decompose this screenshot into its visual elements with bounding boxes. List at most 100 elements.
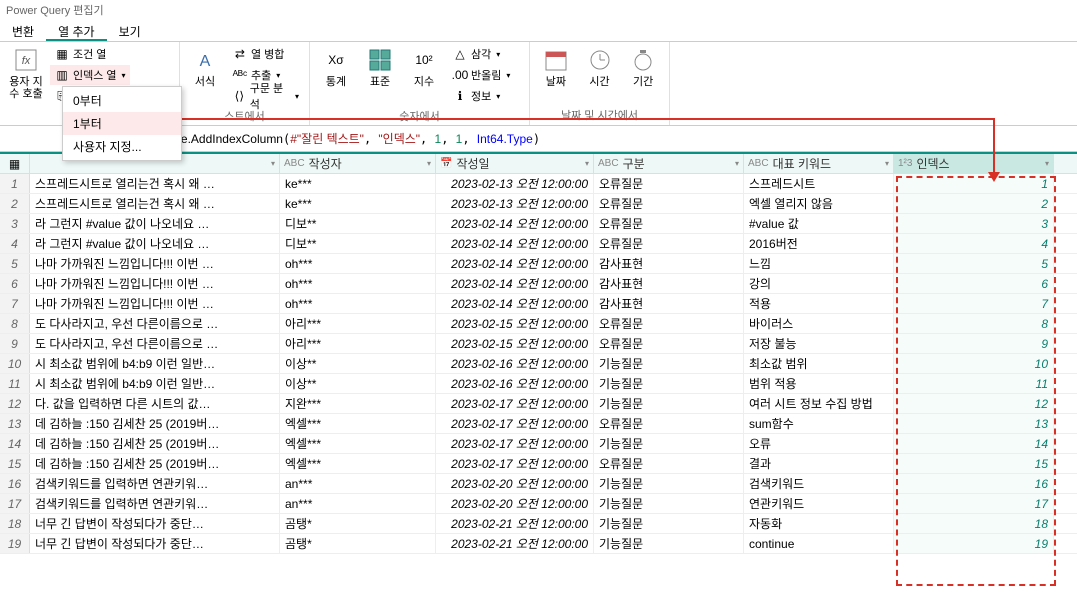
- cell-keyword[interactable]: #value 값: [744, 214, 894, 233]
- filter-icon[interactable]: ▾: [885, 159, 889, 168]
- parse-button[interactable]: ⟨⟩구문 분석▾: [228, 86, 303, 106]
- cell-date[interactable]: 2023-02-14 오전 12:00:00: [436, 294, 594, 313]
- cell-keyword[interactable]: 자동화: [744, 514, 894, 533]
- cell-category[interactable]: 기능질문: [594, 474, 744, 493]
- cell-title[interactable]: 시 최소값 범위에 b4:b9 이런 일반…: [30, 374, 280, 393]
- col-header-keyword[interactable]: ABC대표 키워드▾: [744, 154, 894, 173]
- cell-title[interactable]: 스프레드시트로 열리는건 혹시 왜 …: [30, 174, 280, 193]
- table-row[interactable]: 10시 최소값 범위에 b4:b9 이런 일반…이상**2023-02-16 오…: [0, 354, 1077, 374]
- cell-title[interactable]: 검색키워드를 입력하면 연관키워…: [30, 474, 280, 493]
- formula-input[interactable]: = Table.AddIndexColumn(#"잘린 텍스트", "인덱스",…: [145, 128, 1077, 149]
- cell-date[interactable]: 2023-02-17 오전 12:00:00: [436, 394, 594, 413]
- round-button[interactable]: .00반올림▾: [448, 65, 514, 85]
- cell-author[interactable]: an***: [280, 474, 436, 493]
- table-row[interactable]: 12다. 값을 입력하면 다른 시트의 값…지완***2023-02-17 오전…: [0, 394, 1077, 414]
- cell-date[interactable]: 2023-02-15 오전 12:00:00: [436, 314, 594, 333]
- cell-keyword[interactable]: 느낌: [744, 254, 894, 273]
- cell-date[interactable]: 2023-02-21 오전 12:00:00: [436, 534, 594, 553]
- cell-keyword[interactable]: continue: [744, 534, 894, 553]
- table-row[interactable]: 3라 그런지 #value 값이 나오네요 …디보**2023-02-14 오전…: [0, 214, 1077, 234]
- cell-index[interactable]: 16: [894, 474, 1054, 493]
- menu-from-0[interactable]: 0부터: [63, 89, 181, 112]
- table-row[interactable]: 9도 다사라지고, 우선 다른이름으로 …아리***2023-02-15 오전 …: [0, 334, 1077, 354]
- table-row[interactable]: 6나마 가까워진 느낌입니다!!! 이번 …oh***2023-02-14 오전…: [0, 274, 1077, 294]
- cell-index[interactable]: 3: [894, 214, 1054, 233]
- cell-index[interactable]: 7: [894, 294, 1054, 313]
- cell-category[interactable]: 기능질문: [594, 394, 744, 413]
- cell-keyword[interactable]: 스프레드시트: [744, 174, 894, 193]
- table-row[interactable]: 1스프레드시트로 열리는건 혹시 왜 …ke***2023-02-13 오전 1…: [0, 174, 1077, 194]
- cell-author[interactable]: oh***: [280, 294, 436, 313]
- cell-keyword[interactable]: 범위 적용: [744, 374, 894, 393]
- cell-date[interactable]: 2023-02-17 오전 12:00:00: [436, 414, 594, 433]
- cell-title[interactable]: 라 그런지 #value 값이 나오네요 …: [30, 234, 280, 253]
- cell-author[interactable]: an***: [280, 494, 436, 513]
- cell-index[interactable]: 1: [894, 174, 1054, 193]
- cell-index[interactable]: 11: [894, 374, 1054, 393]
- time-button[interactable]: 시간: [580, 44, 620, 104]
- cell-index[interactable]: 10: [894, 354, 1054, 373]
- merge-columns-button[interactable]: ⇄열 병합: [228, 44, 303, 64]
- exponent-button[interactable]: 10²지수: [404, 44, 444, 104]
- cell-index[interactable]: 12: [894, 394, 1054, 413]
- cell-title[interactable]: 라 그런지 #value 값이 나오네요 …: [30, 214, 280, 233]
- cell-index[interactable]: 15: [894, 454, 1054, 473]
- cell-author[interactable]: oh***: [280, 274, 436, 293]
- cell-title[interactable]: 도 다사라지고, 우선 다른이름으로 …: [30, 334, 280, 353]
- menu-custom[interactable]: 사용자 지정...: [63, 135, 181, 158]
- cell-category[interactable]: 오류질문: [594, 334, 744, 353]
- cell-keyword[interactable]: 2016버전: [744, 234, 894, 253]
- cell-date[interactable]: 2023-02-20 오전 12:00:00: [436, 494, 594, 513]
- cell-keyword[interactable]: 오류: [744, 434, 894, 453]
- cell-date[interactable]: 2023-02-14 오전 12:00:00: [436, 234, 594, 253]
- filter-icon[interactable]: ▾: [1045, 159, 1049, 168]
- table-row[interactable]: 7 나마 가까워진 느낌입니다!!! 이번 …oh***2023-02-14 오전…: [0, 294, 1077, 314]
- table-row[interactable]: 5나마 가까워진 느낌입니다!!! 이번 …oh***2023-02-14 오전…: [0, 254, 1077, 274]
- cell-index[interactable]: 5: [894, 254, 1054, 273]
- cell-title[interactable]: 나마 가까워진 느낌입니다!!! 이번 …: [30, 294, 280, 313]
- cell-date[interactable]: 2023-02-14 오전 12:00:00: [436, 274, 594, 293]
- cell-keyword[interactable]: 결과: [744, 454, 894, 473]
- cell-index[interactable]: 2: [894, 194, 1054, 213]
- cell-title[interactable]: 시 최소값 범위에 b4:b9 이런 일반…: [30, 354, 280, 373]
- tab-view[interactable]: 보기: [107, 20, 153, 41]
- cell-index[interactable]: 9: [894, 334, 1054, 353]
- cell-date[interactable]: 2023-02-13 오전 12:00:00: [436, 194, 594, 213]
- cell-title[interactable]: 검색키워드를 입력하면 연관키워…: [30, 494, 280, 513]
- table-row[interactable]: 19너무 긴 답변이 작성되다가 중단…곰탱*2023-02-21 오전 12:…: [0, 534, 1077, 554]
- cell-category[interactable]: 감사표현: [594, 274, 744, 293]
- cell-date[interactable]: 2023-02-20 오전 12:00:00: [436, 474, 594, 493]
- cell-index[interactable]: 13: [894, 414, 1054, 433]
- cell-category[interactable]: 감사표현: [594, 294, 744, 313]
- cell-index[interactable]: 8: [894, 314, 1054, 333]
- cell-title[interactable]: 데 김하늘 :150 김세찬 25 (2019버…: [30, 414, 280, 433]
- cell-category[interactable]: 기능질문: [594, 514, 744, 533]
- col-header-date[interactable]: 📅작성일▾: [436, 154, 594, 173]
- info-button[interactable]: ℹ정보▾: [448, 86, 514, 106]
- cell-keyword[interactable]: 검색키워드: [744, 474, 894, 493]
- trig-button[interactable]: △삼각▾: [448, 44, 514, 64]
- tab-add-column[interactable]: 열 추가: [46, 20, 106, 41]
- cell-category[interactable]: 오류질문: [594, 234, 744, 253]
- cell-keyword[interactable]: 엑셀 열리지 않음: [744, 194, 894, 213]
- cell-author[interactable]: ke***: [280, 194, 436, 213]
- table-row[interactable]: 15데 김하늘 :150 김세찬 25 (2019버…엑셀***2023-02-…: [0, 454, 1077, 474]
- cell-title[interactable]: 다. 값을 입력하면 다른 시트의 값…: [30, 394, 280, 413]
- table-row[interactable]: 16 검색키워드를 입력하면 연관키워…an***2023-02-20 오전 12…: [0, 474, 1077, 494]
- cell-index[interactable]: 17: [894, 494, 1054, 513]
- cell-category[interactable]: 기능질문: [594, 354, 744, 373]
- rownum-header[interactable]: ▦: [0, 154, 30, 173]
- table-row[interactable]: 14데 김하늘 :150 김세찬 25 (2019버…엑셀***2023-02-…: [0, 434, 1077, 454]
- cell-category[interactable]: 오류질문: [594, 454, 744, 473]
- index-column-button[interactable]: ▥ 인덱스 열 ▾: [50, 65, 130, 85]
- cell-index[interactable]: 19: [894, 534, 1054, 553]
- col-header-category[interactable]: ABC구분▾: [594, 154, 744, 173]
- cell-category[interactable]: 오류질문: [594, 414, 744, 433]
- cell-title[interactable]: 너무 긴 답변이 작성되다가 중단…: [30, 534, 280, 553]
- cell-date[interactable]: 2023-02-17 오전 12:00:00: [436, 434, 594, 453]
- table-row[interactable]: 4라 그런지 #value 값이 나오네요 …디보**2023-02-14 오전…: [0, 234, 1077, 254]
- cell-keyword[interactable]: 강의: [744, 274, 894, 293]
- cell-date[interactable]: 2023-02-21 오전 12:00:00: [436, 514, 594, 533]
- custom-column-button[interactable]: fx 용자 지 수 호출: [6, 44, 46, 104]
- cell-author[interactable]: 곰탱*: [280, 514, 436, 533]
